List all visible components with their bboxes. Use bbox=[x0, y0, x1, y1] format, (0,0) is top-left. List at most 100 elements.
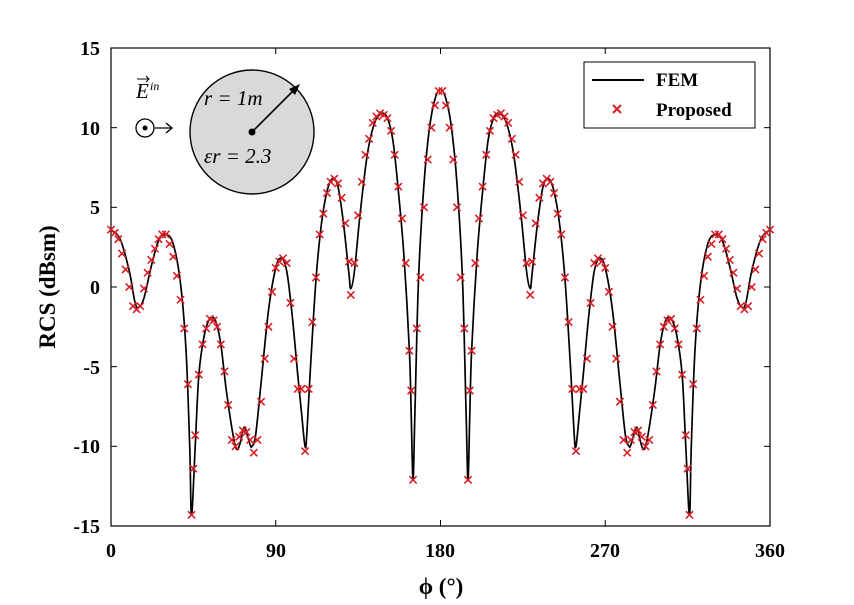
proposed-data-point bbox=[364, 134, 374, 143]
proposed-data-point bbox=[267, 287, 277, 296]
y-tick-label: 10 bbox=[80, 118, 100, 140]
x-tick-label: 180 bbox=[425, 540, 455, 562]
proposed-data-point bbox=[615, 397, 625, 406]
proposed-data-point bbox=[361, 150, 370, 159]
proposed-data-point bbox=[401, 258, 410, 268]
proposed-data-point bbox=[648, 400, 658, 410]
legend-proposed-swatch bbox=[612, 104, 622, 114]
proposed-data-point bbox=[114, 235, 123, 244]
proposed-data-point bbox=[357, 177, 366, 187]
vector-arrow-icon bbox=[137, 75, 150, 83]
proposed-data-point bbox=[460, 324, 469, 333]
proposed-data-point bbox=[641, 442, 650, 451]
proposed-data-point bbox=[601, 263, 610, 273]
proposed-data-point bbox=[143, 268, 152, 277]
proposed-data-point bbox=[209, 316, 218, 325]
proposed-data-point bbox=[500, 112, 509, 121]
proposed-data-point bbox=[161, 230, 171, 239]
proposed-data-point bbox=[383, 113, 392, 123]
proposed-data-point bbox=[445, 123, 454, 132]
proposed-data-point bbox=[692, 324, 701, 333]
radius-arrow bbox=[251, 85, 299, 133]
proposed-data-point bbox=[271, 263, 280, 273]
incident-field-superscript: in bbox=[150, 79, 159, 93]
proposed-data-point bbox=[300, 446, 310, 456]
proposed-data-point bbox=[449, 155, 458, 164]
proposed-data-point bbox=[441, 101, 451, 110]
proposed-data-point bbox=[568, 384, 577, 394]
proposed-data-point bbox=[564, 317, 573, 327]
proposed-data-point bbox=[535, 193, 544, 202]
proposed-data-point bbox=[623, 448, 632, 457]
proposed-data-point bbox=[194, 370, 204, 379]
proposed-data-point bbox=[390, 150, 399, 159]
proposed-data-point bbox=[438, 86, 447, 96]
proposed-data-point bbox=[478, 182, 487, 191]
proposed-data-point bbox=[456, 273, 465, 282]
proposed-data-point bbox=[765, 225, 775, 234]
proposed-data-point bbox=[397, 214, 407, 223]
proposed-data-point bbox=[612, 354, 621, 363]
proposed-data-point bbox=[139, 284, 149, 293]
proposed-data-point bbox=[553, 209, 562, 218]
proposed-data-point bbox=[504, 118, 513, 128]
proposed-data-point bbox=[198, 340, 207, 349]
proposed-data-point bbox=[147, 255, 156, 265]
proposed-data-point bbox=[527, 257, 537, 266]
legend-fem-label: FEM bbox=[656, 70, 698, 91]
proposed-data-point bbox=[452, 203, 462, 212]
proposed-data-point bbox=[408, 475, 418, 484]
proposed-data-point bbox=[216, 340, 225, 349]
y-tick-label: -5 bbox=[83, 357, 100, 379]
proposed-data-point bbox=[191, 431, 200, 440]
proposed-data-point bbox=[634, 426, 643, 435]
proposed-data-point bbox=[341, 219, 350, 228]
proposed-data-point bbox=[183, 380, 193, 389]
proposed-data-point bbox=[416, 273, 425, 282]
proposed-data-point bbox=[386, 126, 396, 136]
proposed-data-point bbox=[136, 301, 145, 311]
proposed-data-point bbox=[710, 230, 720, 239]
proposed-data-point bbox=[423, 155, 432, 164]
proposed-data-point bbox=[683, 464, 692, 473]
axis-ticks bbox=[110, 47, 771, 527]
proposed-data-point bbox=[405, 346, 414, 355]
radius-label: r = 1m bbox=[204, 86, 263, 110]
proposed-data-point bbox=[518, 211, 528, 220]
x-tick-label: 90 bbox=[266, 540, 286, 562]
proposed-data-point bbox=[234, 432, 244, 441]
proposed-data-point bbox=[729, 268, 738, 277]
proposed-data-point bbox=[526, 290, 535, 300]
proposed-data-point bbox=[110, 228, 119, 237]
proposed-data-point bbox=[467, 346, 476, 355]
x-tick-label: 0 bbox=[106, 540, 116, 562]
proposed-data-point bbox=[189, 464, 198, 473]
proposed-data-point bbox=[282, 258, 291, 268]
proposed-data-point bbox=[169, 252, 178, 261]
proposed-data-point bbox=[626, 435, 636, 445]
proposed-data-point bbox=[747, 282, 756, 292]
proposed-data-point bbox=[597, 257, 606, 266]
proposed-data-point bbox=[165, 239, 174, 249]
proposed-data-point bbox=[571, 446, 581, 456]
proposed-data-point bbox=[412, 324, 421, 333]
x-axis-title: ϕ (°) bbox=[419, 574, 464, 599]
proposed-data-point bbox=[507, 134, 517, 143]
proposed-data-point bbox=[656, 340, 665, 349]
proposed-data-point bbox=[670, 324, 679, 333]
proposed-data-point bbox=[319, 209, 328, 218]
proposed-data-point bbox=[227, 435, 236, 445]
proposed-data-point bbox=[575, 384, 584, 394]
proposed-data-point bbox=[256, 397, 266, 406]
proposed-data-point bbox=[463, 475, 473, 484]
y-axis-title: RCS (dBsm) bbox=[35, 225, 60, 348]
proposed-data-point bbox=[220, 367, 229, 376]
proposed-data-point bbox=[249, 448, 258, 457]
proposed-data-point bbox=[465, 386, 474, 395]
proposed-data-point bbox=[758, 235, 767, 244]
y-tick-label: -10 bbox=[73, 436, 100, 458]
proposed-data-point bbox=[681, 431, 690, 440]
proposed-data-point bbox=[732, 284, 742, 293]
proposed-data-point bbox=[264, 322, 273, 331]
proposed-data-point bbox=[645, 435, 654, 445]
